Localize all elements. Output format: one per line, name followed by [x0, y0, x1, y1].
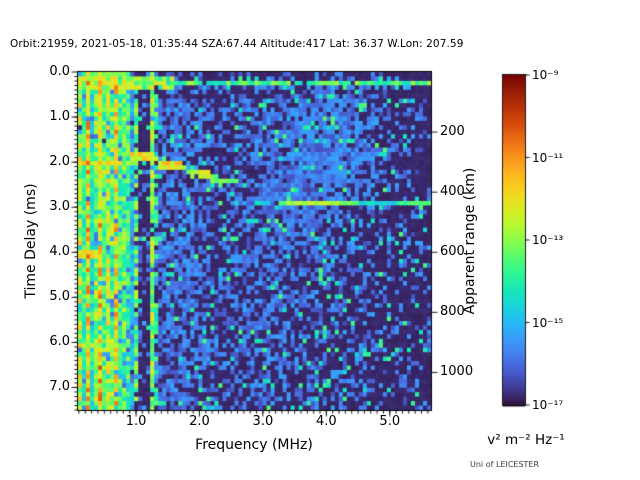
- x-tick-label: 3.0: [252, 414, 274, 429]
- y-tick-label: 1.0: [49, 109, 70, 125]
- x-tick-label: 2.0: [189, 414, 210, 429]
- x-tick-label: 5.0: [379, 414, 401, 429]
- colorbar-unit-label: v² m⁻² Hz⁻¹: [487, 432, 565, 448]
- right-tick-label: 400: [440, 184, 465, 200]
- y-tick-label: 0.0: [49, 64, 70, 79]
- colorbar-tick-label: 10⁻¹³: [532, 233, 564, 247]
- y-tick-label: 5.0: [49, 289, 70, 305]
- colorbar-tick-label: 10⁻¹⁵: [532, 315, 564, 330]
- right-tick-label: 200: [440, 124, 465, 140]
- colorbar-tick-label: 10⁻¹¹: [532, 150, 564, 165]
- y-tick-label: 2.0: [49, 154, 70, 170]
- credit-label: Uni of LEICESTER: [470, 460, 540, 469]
- right-axis-label: Apparent range (km): [462, 167, 478, 315]
- x-tick-label: 4.0: [315, 414, 337, 429]
- figure-title: Orbit:21959, 2021-05-18, 01:35:44 SZA:67…: [10, 38, 464, 50]
- y-tick-label: 7.0: [49, 379, 70, 395]
- y-tick-label: 6.0: [49, 334, 70, 350]
- y-axis-label: Time Delay (ms): [23, 183, 39, 299]
- x-tick-label: 1.0: [125, 414, 147, 429]
- colorbar-tick-label: 10⁻⁹: [532, 68, 559, 82]
- y-tick-label: 4.0: [49, 244, 70, 260]
- x-axis-label: Frequency (MHz): [195, 437, 313, 453]
- right-tick-label: 1000: [440, 364, 474, 380]
- right-tick-label: 600: [440, 244, 465, 260]
- colorbar-tick-label: 10⁻¹⁷: [532, 398, 564, 412]
- right-tick-label: 800: [440, 304, 465, 320]
- y-tick-label: 3.0: [49, 199, 70, 215]
